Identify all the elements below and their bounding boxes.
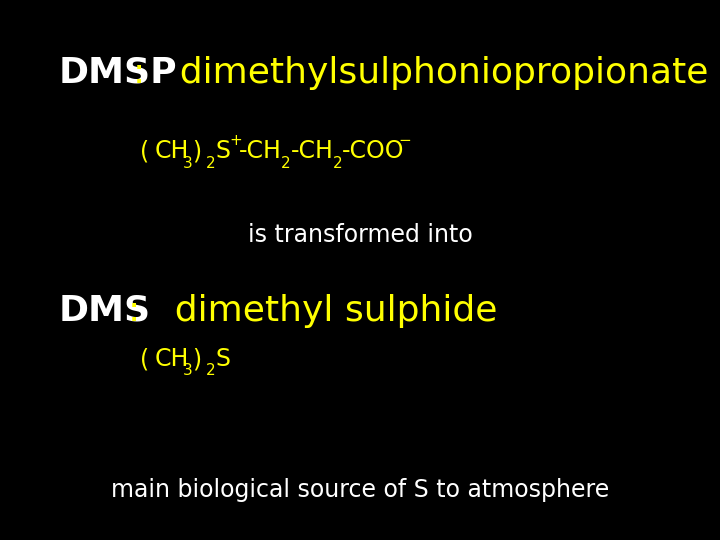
Text: main biological source of S to atmosphere: main biological source of S to atmospher…: [111, 478, 609, 502]
Text: 3: 3: [183, 363, 193, 379]
Text: -COO: -COO: [342, 139, 405, 163]
Text: -CH: -CH: [290, 139, 333, 163]
Text: (: (: [140, 139, 150, 163]
Text: 2: 2: [333, 156, 343, 171]
Text: :   dimethyl sulphide: : dimethyl sulphide: [128, 294, 498, 327]
Text: ): ): [192, 347, 201, 371]
Text: 2: 2: [206, 156, 216, 171]
Text: DMSP: DMSP: [59, 56, 178, 90]
Text: (: (: [140, 347, 150, 371]
Text: :   dimethylsulphoniopropionate: : dimethylsulphoniopropionate: [133, 56, 708, 90]
Text: −: −: [399, 133, 412, 148]
Text: S: S: [215, 139, 230, 163]
Text: ): ): [192, 139, 201, 163]
Text: DMS: DMS: [59, 294, 151, 327]
Text: 2: 2: [282, 156, 291, 171]
Text: 3: 3: [183, 156, 193, 171]
Text: CH: CH: [155, 347, 189, 371]
Text: -CH: -CH: [239, 139, 282, 163]
Text: +: +: [230, 133, 243, 148]
Text: 2: 2: [206, 363, 216, 379]
Text: is transformed into: is transformed into: [248, 223, 472, 247]
Text: CH: CH: [155, 139, 189, 163]
Text: S: S: [215, 347, 230, 371]
